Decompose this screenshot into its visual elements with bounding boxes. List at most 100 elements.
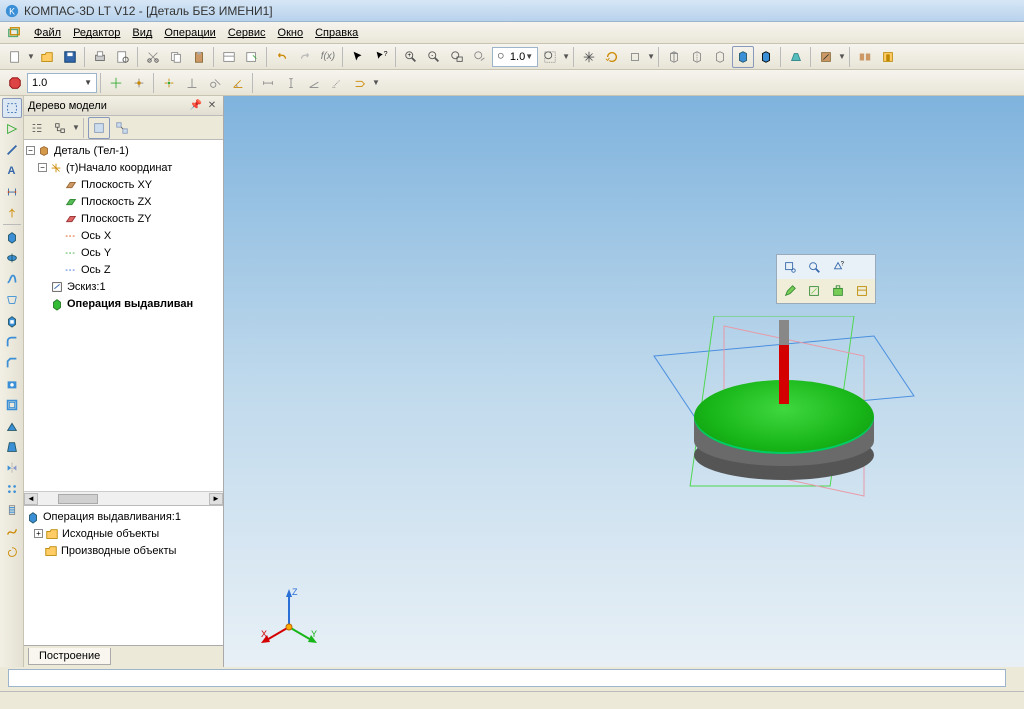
paste-button[interactable]: [188, 46, 210, 68]
vt-pattern-icon[interactable]: [2, 479, 22, 499]
step-combo[interactable]: 1.0▼: [27, 73, 97, 93]
nohidden-button[interactable]: [709, 46, 731, 68]
restore-icon[interactable]: [6, 25, 22, 41]
rebuild-button[interactable]: [854, 46, 876, 68]
sketch-mode-button[interactable]: [815, 46, 837, 68]
ctx-feature-icon[interactable]: [827, 281, 849, 301]
tree-axis-z[interactable]: Ось Z: [26, 261, 221, 278]
undo-button[interactable]: [271, 46, 293, 68]
perspective-button[interactable]: [785, 46, 807, 68]
tree-sketch[interactable]: Эскиз:1: [26, 278, 221, 295]
collapse-icon[interactable]: −: [26, 146, 35, 155]
model-disk[interactable]: [694, 376, 874, 496]
dim-h-button[interactable]: [257, 72, 279, 94]
vt-cut-icon[interactable]: [2, 311, 22, 331]
copy-button[interactable]: [165, 46, 187, 68]
menu-service[interactable]: Сервис: [222, 25, 272, 41]
tree-root[interactable]: − Деталь (Тел-1): [26, 142, 221, 159]
tree-relations-icon[interactable]: [111, 117, 133, 139]
vt-thread-icon[interactable]: [2, 500, 22, 520]
shaded-edges-button[interactable]: [755, 46, 777, 68]
tree-display-icon[interactable]: [26, 117, 48, 139]
tree-axis-y[interactable]: Ось Y: [26, 244, 221, 261]
vt-rib-icon[interactable]: [2, 416, 22, 436]
vt-mirror-icon[interactable]: [2, 458, 22, 478]
vt-hole-icon[interactable]: [2, 374, 22, 394]
dim-auto-button[interactable]: [349, 72, 371, 94]
dim-angle-button[interactable]: [303, 72, 325, 94]
vt-text-icon[interactable]: A: [2, 161, 22, 181]
tree-origin[interactable]: − (т)Начало координат: [26, 159, 221, 176]
angle-button[interactable]: [227, 72, 249, 94]
vt-chamfer-icon[interactable]: [2, 353, 22, 373]
perp-button[interactable]: [181, 72, 203, 94]
menu-file[interactable]: Файл: [28, 25, 67, 41]
vt-shell-icon[interactable]: [2, 395, 22, 415]
menu-help[interactable]: Справка: [309, 25, 364, 41]
orient-button[interactable]: [624, 46, 646, 68]
cut-button[interactable]: [142, 46, 164, 68]
wireframe-button[interactable]: [663, 46, 685, 68]
ctx-normal-icon[interactable]: ?: [827, 257, 849, 277]
vt-line-icon[interactable]: [2, 140, 22, 160]
zoom-window-button[interactable]: [446, 46, 468, 68]
menu-editor[interactable]: Редактор: [67, 25, 126, 41]
new-button[interactable]: [4, 46, 26, 68]
zoom-fit-button[interactable]: [539, 46, 561, 68]
zoom-combo[interactable]: 1.0▼: [492, 47, 538, 67]
snap-button[interactable]: [128, 72, 150, 94]
vt-draft-icon[interactable]: [2, 437, 22, 457]
ctx-props-icon[interactable]: [851, 281, 873, 301]
pan-button[interactable]: [578, 46, 600, 68]
vt-constraint-icon[interactable]: [2, 203, 22, 223]
tree-source-objects[interactable]: + Исходные объекты: [26, 525, 221, 542]
viewport-3d[interactable]: ? Z X Y: [224, 96, 1024, 667]
point-button[interactable]: [158, 72, 180, 94]
zoom-in-button[interactable]: +: [400, 46, 422, 68]
vt-curve-icon[interactable]: [2, 521, 22, 541]
help-cursor-button[interactable]: ?: [370, 46, 392, 68]
tree-plane-xy[interactable]: Плоскость XY: [26, 176, 221, 193]
zoom-prev-button[interactable]: [469, 46, 491, 68]
scroll-thumb[interactable]: [58, 494, 98, 504]
vt-loft-icon[interactable]: [2, 290, 22, 310]
expand-icon[interactable]: +: [34, 529, 43, 538]
close-icon[interactable]: ✕: [205, 99, 219, 113]
shaded-button[interactable]: [732, 46, 754, 68]
menu-window[interactable]: Окно: [272, 25, 310, 41]
ctx-edit-icon[interactable]: [779, 281, 801, 301]
redo-button[interactable]: [294, 46, 316, 68]
pin-icon[interactable]: 📌: [189, 99, 203, 113]
rotate-button[interactable]: [601, 46, 623, 68]
vt-extrude-icon[interactable]: [2, 227, 22, 247]
tangent-button[interactable]: [204, 72, 226, 94]
tree-config-icon[interactable]: [88, 117, 110, 139]
tree-axis-x[interactable]: Ось X: [26, 227, 221, 244]
tree-hscroll[interactable]: ◄ ►: [24, 491, 223, 505]
print-button[interactable]: [89, 46, 111, 68]
vt-spiral-icon[interactable]: [2, 542, 22, 562]
menu-view[interactable]: Вид: [126, 25, 158, 41]
vt-fillet-icon[interactable]: [2, 332, 22, 352]
open-button[interactable]: [36, 46, 58, 68]
zoom-out-button[interactable]: -: [423, 46, 445, 68]
fx-button[interactable]: f(x): [317, 46, 339, 68]
preview-button[interactable]: [112, 46, 134, 68]
ctx-zoom-window-icon[interactable]: [779, 257, 801, 277]
vt-element-icon[interactable]: [2, 119, 22, 139]
ctx-sketch-icon[interactable]: [803, 281, 825, 301]
dim-aux-button[interactable]: [326, 72, 348, 94]
scroll-left-icon[interactable]: ◄: [24, 493, 38, 505]
ctx-zoom-icon[interactable]: [803, 257, 825, 277]
tree-struct-icon[interactable]: [49, 117, 71, 139]
vt-sweep-icon[interactable]: [2, 269, 22, 289]
tree-operation[interactable]: Операция выдавливан: [26, 295, 221, 312]
menu-operations[interactable]: Операции: [158, 25, 221, 41]
tree-derived-objects[interactable]: Производные объекты: [26, 542, 221, 559]
vt-select-icon[interactable]: [2, 98, 22, 118]
tree-body[interactable]: − Деталь (Тел-1) − (т)Начало координат П…: [24, 140, 223, 491]
dim-v-button[interactable]: [280, 72, 302, 94]
save-button[interactable]: [59, 46, 81, 68]
tree-lower-root[interactable]: Операция выдавливания:1: [26, 508, 221, 525]
tab-build[interactable]: Построение: [28, 648, 111, 665]
